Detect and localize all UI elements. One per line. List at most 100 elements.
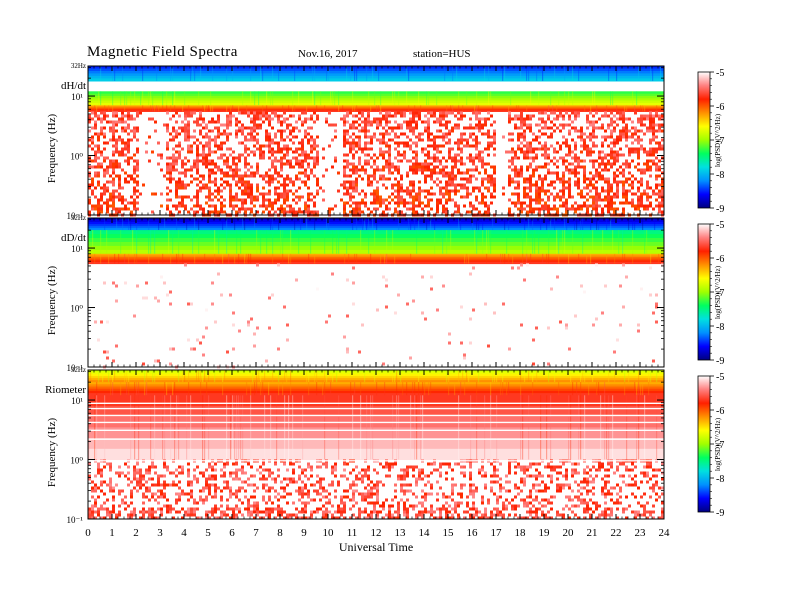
psd-strip [88, 393, 664, 396]
psd-cell [346, 180, 349, 184]
psd-cell [94, 489, 97, 493]
psd-cell [538, 195, 541, 199]
psd-cell [208, 147, 211, 151]
psd-cell [511, 162, 514, 166]
psd-streak [648, 382, 650, 396]
psd-cell [352, 186, 355, 190]
psd-cell [577, 204, 580, 208]
psd-cell [217, 168, 220, 172]
psd-cell [379, 117, 382, 121]
psd-cell [235, 495, 238, 499]
psd-cell [178, 180, 181, 184]
psd-cell [457, 207, 460, 211]
psd-streak [374, 230, 376, 254]
psd-cell [193, 177, 196, 181]
psd-cell [106, 498, 109, 502]
psd-cell [574, 174, 577, 178]
psd-cell [361, 114, 364, 118]
psd-cell [466, 177, 469, 181]
psd-cell [457, 159, 460, 163]
colorbar-tick-label: -5 [716, 220, 724, 231]
psd-cell [385, 111, 388, 115]
psd-cell [391, 138, 394, 142]
psd-streak [550, 218, 552, 231]
psd-streak [366, 395, 368, 460]
psd-cell [619, 111, 622, 115]
psd-cell [382, 174, 385, 178]
psd-cell [115, 207, 118, 211]
psd-cell [631, 120, 634, 124]
psd-cell [550, 180, 553, 184]
psd-cell [586, 177, 589, 181]
psd-cell [382, 183, 385, 187]
psd-cell [604, 162, 607, 166]
psd-strip [88, 106, 664, 108]
psd-cell [364, 132, 367, 136]
psd-cell [568, 123, 571, 127]
psd-cell [280, 135, 283, 139]
psd-cell [220, 147, 223, 151]
psd-cell [217, 486, 220, 490]
psd-cell [121, 120, 124, 124]
psd-cell [271, 174, 274, 178]
psd-streak [96, 395, 98, 460]
psd-cell [238, 477, 241, 481]
psd-cell [127, 159, 130, 163]
psd-cell [469, 126, 472, 130]
psd-streak [614, 370, 616, 383]
psd-cell [520, 123, 523, 127]
psd-cell [280, 114, 283, 118]
psd-streak [226, 66, 228, 81]
psd-cell [574, 153, 577, 157]
psd-cell [97, 183, 100, 187]
psd-cell [562, 141, 565, 145]
psd-cell [484, 204, 487, 208]
psd-cell [184, 171, 187, 175]
psd-cell [352, 281, 355, 285]
psd-cell [493, 153, 496, 157]
psd-streak [430, 382, 432, 396]
psd-cell [346, 159, 349, 163]
psd-streak [338, 230, 340, 254]
psd-streak [106, 230, 108, 254]
psd-cell [244, 138, 247, 142]
psd-cell [445, 135, 448, 139]
psd-cell [412, 114, 415, 118]
psd-cell [439, 129, 442, 133]
psd-cell [151, 492, 154, 496]
psd-cell [199, 117, 202, 121]
psd-cell [490, 195, 493, 199]
psd-cell [529, 141, 532, 145]
psd-cell [304, 150, 307, 154]
psd-cell [91, 111, 94, 115]
psd-cell [523, 144, 526, 148]
psd-cell [424, 126, 427, 130]
psd-cell [559, 156, 562, 160]
psd-cell [415, 114, 418, 118]
psd-cell [124, 507, 127, 511]
psd-cell [124, 126, 127, 130]
psd-cell [238, 180, 241, 184]
psd-streak [624, 105, 626, 112]
psd-cell [658, 195, 661, 199]
psd-cell [589, 120, 592, 124]
psd-cell [535, 123, 538, 127]
psd-cell [124, 204, 127, 208]
psd-cell [466, 180, 469, 184]
psd-cell [370, 156, 373, 160]
psd-cell [484, 195, 487, 199]
psd-cell [541, 204, 544, 208]
psd-cell [223, 174, 226, 178]
psd-cell [247, 192, 250, 196]
psd-cell [310, 278, 313, 282]
psd-cell [619, 153, 622, 157]
psd-cell [247, 320, 250, 324]
psd-cell [445, 132, 448, 136]
psd-cell [415, 204, 418, 208]
psd-cell [220, 513, 223, 517]
psd-streak [500, 382, 502, 396]
psd-cell [433, 165, 436, 169]
psd-streak [226, 218, 228, 231]
psd-cell [349, 183, 352, 187]
psd-cell [391, 171, 394, 175]
